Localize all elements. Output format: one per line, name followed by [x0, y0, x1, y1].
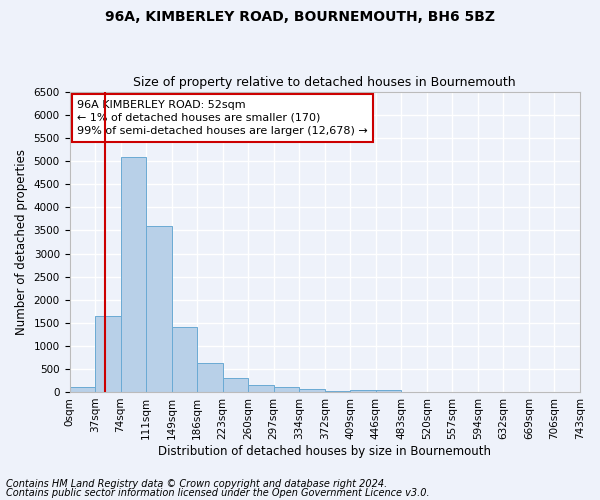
Bar — [95, 316, 121, 392]
Bar — [121, 156, 146, 392]
Bar — [350, 390, 376, 392]
Text: 96A KIMBERLEY ROAD: 52sqm
← 1% of detached houses are smaller (170)
99% of semi-: 96A KIMBERLEY ROAD: 52sqm ← 1% of detach… — [77, 100, 368, 136]
Bar — [274, 388, 299, 392]
Bar — [325, 390, 350, 392]
Text: Contains HM Land Registry data © Crown copyright and database right 2024.: Contains HM Land Registry data © Crown c… — [6, 479, 387, 489]
Bar — [197, 364, 223, 392]
Text: 96A, KIMBERLEY ROAD, BOURNEMOUTH, BH6 5BZ: 96A, KIMBERLEY ROAD, BOURNEMOUTH, BH6 5B… — [105, 10, 495, 24]
Y-axis label: Number of detached properties: Number of detached properties — [15, 149, 28, 335]
Bar — [70, 388, 95, 392]
Bar — [376, 390, 401, 392]
Bar — [248, 385, 274, 392]
Title: Size of property relative to detached houses in Bournemouth: Size of property relative to detached ho… — [133, 76, 516, 90]
X-axis label: Distribution of detached houses by size in Bournemouth: Distribution of detached houses by size … — [158, 444, 491, 458]
Bar — [223, 378, 248, 392]
Bar — [146, 226, 172, 392]
Bar — [299, 390, 325, 392]
Bar — [172, 328, 197, 392]
Text: Contains public sector information licensed under the Open Government Licence v3: Contains public sector information licen… — [6, 488, 430, 498]
